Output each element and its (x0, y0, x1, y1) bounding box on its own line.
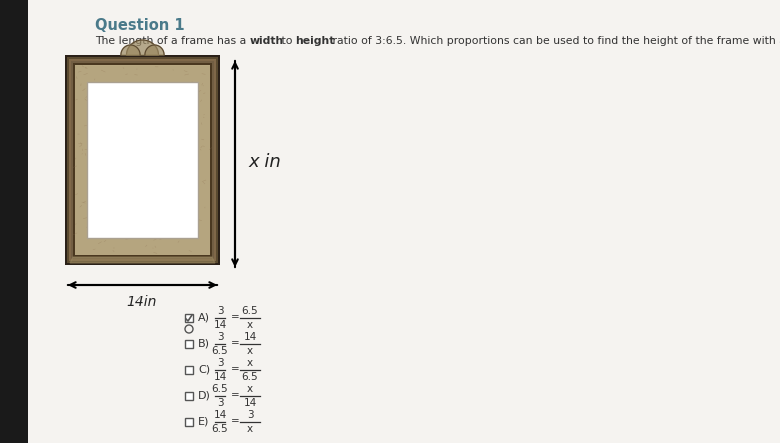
Text: =: = (231, 416, 239, 427)
Text: D): D) (198, 391, 211, 401)
Text: =: = (231, 338, 239, 349)
Polygon shape (126, 40, 158, 55)
Text: =: = (231, 390, 239, 400)
Text: x: x (247, 358, 253, 368)
Text: x: x (247, 346, 253, 356)
Text: ratio of 3:6.5. Which proportions can be used to find the height of the frame wi: ratio of 3:6.5. Which proportions can be… (329, 36, 780, 46)
Bar (87, 82, 198, 238)
Text: x: x (247, 320, 253, 330)
Text: B): B) (198, 339, 210, 349)
Text: x in: x in (248, 153, 281, 171)
Bar (71, 61, 214, 259)
Text: E): E) (198, 417, 209, 427)
Text: 14: 14 (214, 320, 227, 330)
Text: 6.5: 6.5 (242, 306, 258, 316)
Text: to: to (278, 36, 296, 46)
Text: 14in: 14in (127, 295, 158, 309)
Polygon shape (70, 257, 215, 263)
Bar (75, 65, 210, 255)
Text: 6.5: 6.5 (211, 346, 229, 356)
Text: 3: 3 (246, 410, 254, 420)
Text: width: width (250, 36, 284, 46)
Bar (185, 340, 193, 348)
Text: 3: 3 (217, 332, 223, 342)
Text: height: height (295, 36, 335, 46)
Text: 3: 3 (217, 306, 223, 316)
Polygon shape (145, 45, 164, 55)
Text: 14: 14 (243, 332, 257, 342)
Text: =: = (231, 365, 239, 374)
Text: 6.5: 6.5 (211, 384, 229, 394)
Text: 6.5: 6.5 (242, 372, 258, 382)
Text: 14: 14 (214, 372, 227, 382)
Text: 3: 3 (217, 358, 223, 368)
Bar (69, 59, 216, 261)
Bar (185, 418, 193, 426)
Bar (185, 392, 193, 400)
Text: 14: 14 (243, 398, 257, 408)
Text: 3: 3 (217, 398, 223, 408)
Text: 6.5: 6.5 (211, 424, 229, 434)
Bar (73, 63, 212, 257)
Text: The length of a frame has a: The length of a frame has a (95, 36, 250, 46)
Text: C): C) (198, 365, 210, 375)
Text: x: x (247, 384, 253, 394)
Bar (65, 55, 220, 265)
Bar (185, 314, 193, 322)
Bar (67, 57, 218, 263)
Text: Question 1: Question 1 (95, 18, 185, 33)
Bar (185, 366, 193, 374)
Text: A): A) (198, 313, 210, 323)
Text: x: x (247, 424, 253, 434)
Polygon shape (121, 45, 140, 55)
Text: 14: 14 (214, 410, 227, 420)
Bar (0, 0, 28, 443)
Text: =: = (231, 312, 239, 323)
